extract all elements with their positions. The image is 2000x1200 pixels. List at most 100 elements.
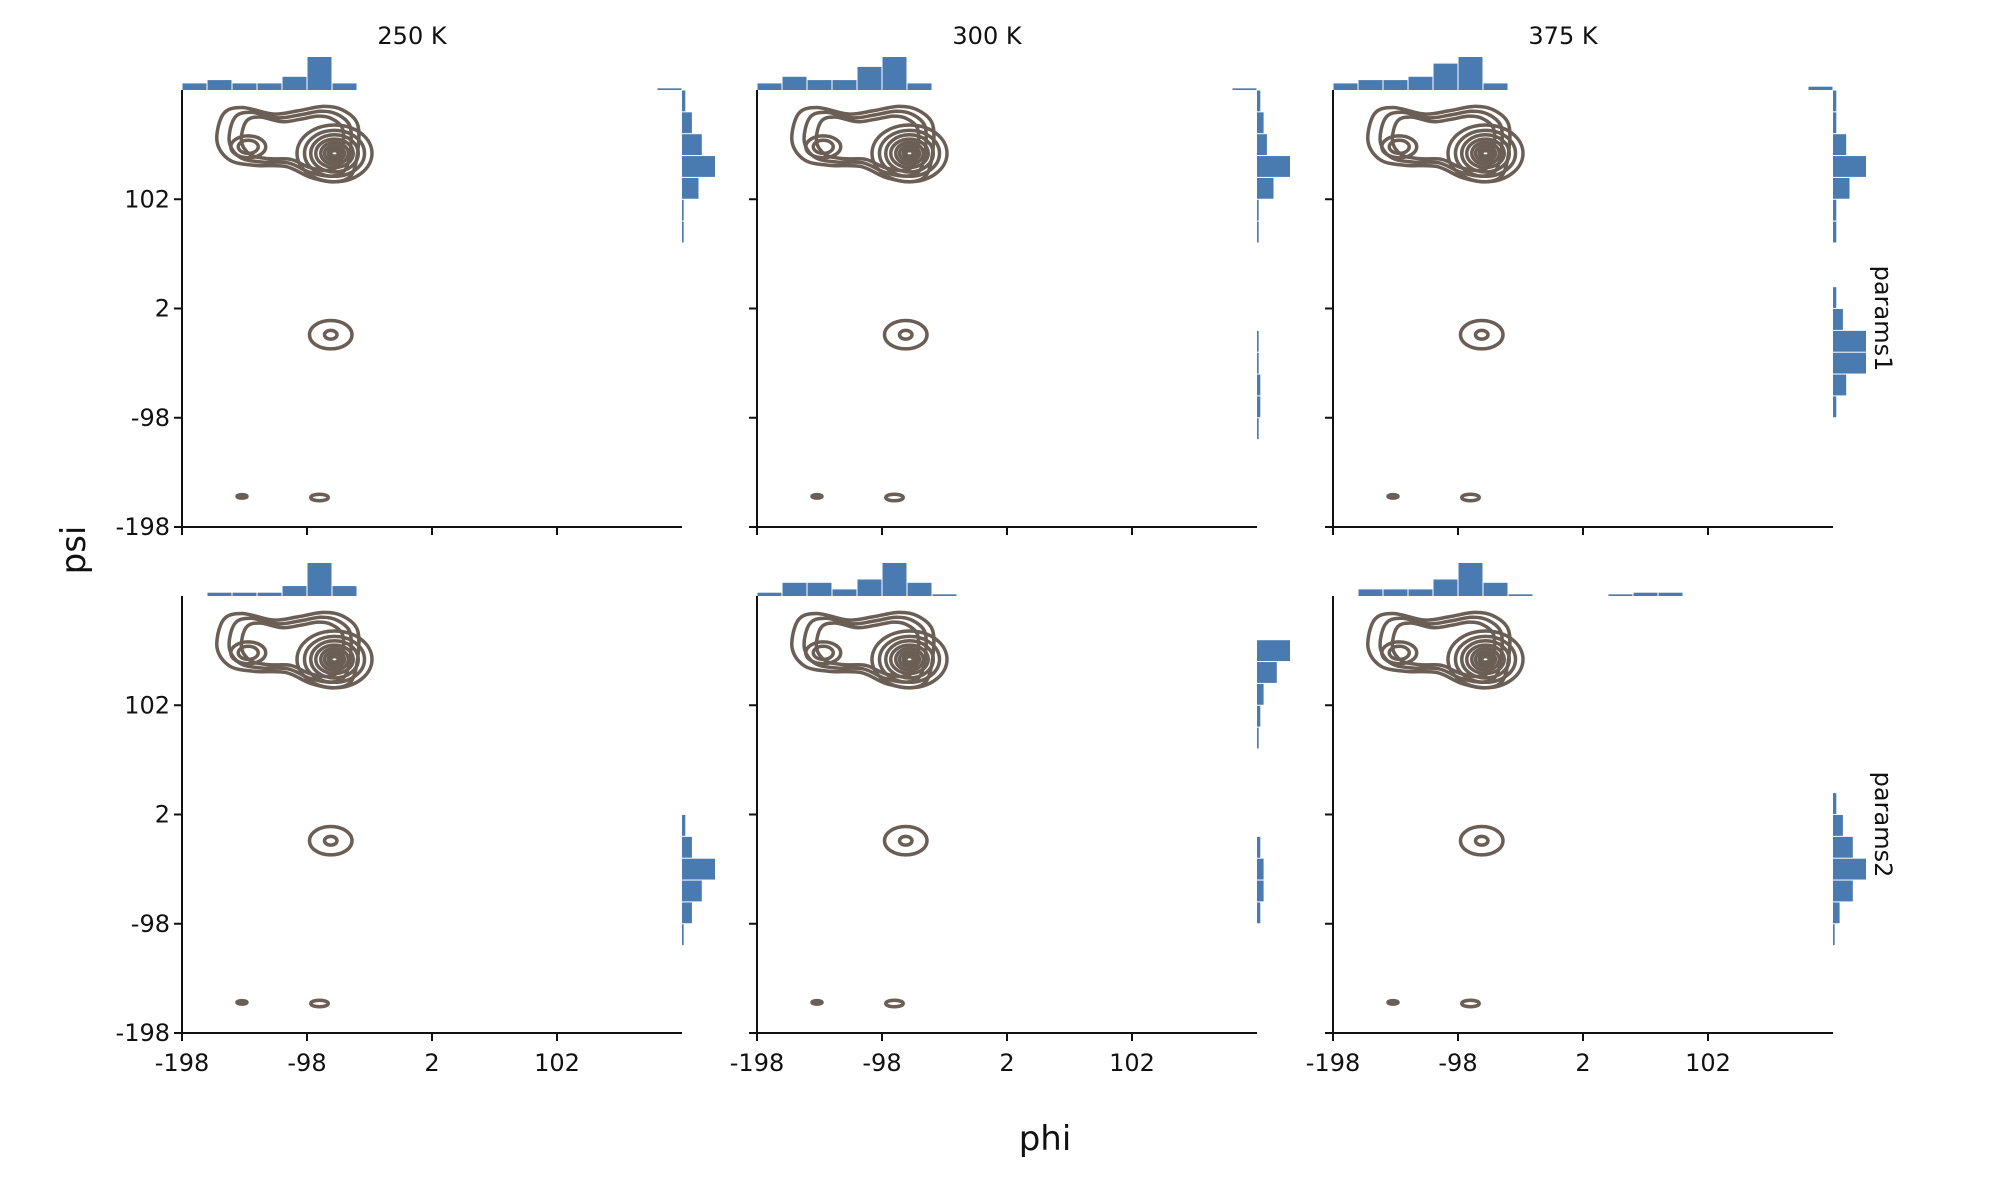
contour-ppii-1 bbox=[1446, 123, 1525, 184]
right-hist-bar bbox=[1833, 352, 1866, 374]
top-hist-bar bbox=[832, 589, 857, 596]
right-hist-bar bbox=[1257, 880, 1264, 902]
top-hist-bar bbox=[1433, 579, 1458, 596]
contour-ppii-2 bbox=[302, 128, 367, 178]
contour-minor-1 bbox=[810, 998, 824, 1006]
contour-ppii-5 bbox=[1469, 140, 1502, 167]
contour-minor-1 bbox=[1386, 998, 1400, 1006]
y-tick-label: 2 bbox=[155, 801, 170, 829]
contour-alpha-1 bbox=[1458, 824, 1505, 857]
contour-alpha-2 bbox=[322, 834, 339, 847]
right-hist-bar bbox=[1257, 112, 1264, 134]
contour-ppii-2 bbox=[877, 128, 942, 178]
contour-ppii-4 bbox=[1464, 137, 1507, 170]
contour-beta-2 bbox=[236, 644, 261, 662]
y-tick-label: -98 bbox=[131, 404, 170, 432]
right-hist-bar bbox=[682, 177, 699, 199]
right-hist-bar bbox=[1257, 352, 1259, 374]
right-hist-bar bbox=[1257, 662, 1277, 683]
right-hist-bar bbox=[1833, 793, 1837, 814]
contour-beta-1 bbox=[228, 640, 268, 666]
right-hist-bar bbox=[1257, 374, 1261, 396]
right-hist-bar bbox=[682, 156, 715, 177]
x-tick-label: -98 bbox=[1438, 1049, 1477, 1077]
column-title: 300 K bbox=[952, 22, 1022, 50]
contour-minor-2 bbox=[308, 998, 331, 1009]
right-hist-bar bbox=[1257, 640, 1290, 662]
contour-ppii-6 bbox=[897, 143, 922, 163]
contour-ppii-8 bbox=[903, 148, 916, 158]
contour-ppii-7 bbox=[326, 146, 343, 161]
top-hist-bar bbox=[332, 586, 357, 596]
panel-container: -198 -98 2 102 250 K 300 K 375 K params1 -198 -98… bbox=[116, 22, 1897, 1077]
right-hist-bar bbox=[682, 858, 715, 880]
y-tick-label: -98 bbox=[131, 910, 170, 938]
contour-minor-1 bbox=[810, 492, 824, 500]
contour-ppii-7 bbox=[1477, 652, 1494, 667]
panel-params2-0: -198 -98 2 102 -198 -98 2 102 bbox=[116, 563, 715, 1077]
right-hist-bar bbox=[1833, 90, 1837, 112]
top-hist-bar bbox=[882, 563, 907, 596]
contour-ppii-5 bbox=[1469, 646, 1502, 673]
x-axis-title: phi bbox=[1019, 1119, 1072, 1159]
top-hist-bar bbox=[757, 83, 782, 90]
contour-beta-2 bbox=[1387, 644, 1412, 662]
contour-ppii-6 bbox=[1473, 649, 1498, 669]
right-hist-bar bbox=[1833, 374, 1847, 396]
top-hist-bar bbox=[232, 83, 257, 90]
right-hist-bar bbox=[1833, 815, 1843, 836]
contour-minor-2 bbox=[883, 998, 906, 1009]
right-hist-bar bbox=[1257, 683, 1264, 705]
right-hist-bar bbox=[1257, 221, 1259, 243]
right-hist-bar bbox=[682, 924, 684, 946]
right-hist-bar bbox=[682, 902, 692, 924]
x-tick-label: 102 bbox=[1685, 1049, 1731, 1077]
right-hist-bar bbox=[1257, 418, 1259, 440]
contour-ppii-3 bbox=[1459, 639, 1512, 680]
contour-outer-2 bbox=[1378, 615, 1505, 684]
contour-ppii-4 bbox=[888, 137, 931, 170]
x-tick-label: 102 bbox=[534, 1049, 580, 1077]
contour-ppii-3 bbox=[883, 133, 936, 174]
contour-ppii-2 bbox=[1453, 128, 1518, 178]
right-hist-bar bbox=[1833, 880, 1853, 902]
contour-outer-2 bbox=[1378, 109, 1505, 178]
contour-ppii-7 bbox=[901, 146, 918, 161]
panel-params2-1: -198 -98 2 102 bbox=[730, 563, 1290, 1077]
contour-beta-1 bbox=[803, 640, 843, 666]
top-hist-bar bbox=[1408, 76, 1433, 90]
right-hist-bar bbox=[682, 815, 686, 836]
contour-beta-1 bbox=[803, 134, 843, 160]
column-title: 375 K bbox=[1528, 22, 1598, 50]
top-hist-bar bbox=[1658, 592, 1683, 596]
contour-ppii-5 bbox=[318, 646, 351, 673]
x-tick-label: -98 bbox=[287, 1049, 326, 1077]
right-hist-bar bbox=[1257, 156, 1290, 177]
right-hist-bar bbox=[1257, 396, 1261, 418]
top-hist-bar bbox=[832, 80, 857, 90]
top-hist-bar bbox=[757, 592, 782, 596]
contour-minor-2 bbox=[883, 492, 906, 503]
top-hist-bar bbox=[1808, 86, 1833, 90]
right-hist-bar bbox=[1833, 309, 1843, 330]
top-hist-bar bbox=[807, 582, 832, 596]
contour-alpha-2 bbox=[322, 328, 339, 341]
contour-ppii-8 bbox=[1479, 654, 1492, 664]
top-hist-bar bbox=[1458, 563, 1483, 596]
contour-beta-1 bbox=[228, 134, 268, 160]
panel-params2-2: -198 -98 2 102 params2 bbox=[1306, 563, 1897, 1077]
right-hist-bar bbox=[1833, 134, 1847, 156]
top-hist-bar bbox=[207, 80, 232, 90]
contour-alpha-1 bbox=[307, 824, 354, 857]
contour-alpha-1 bbox=[882, 824, 929, 857]
contour-minor-1 bbox=[1386, 492, 1400, 500]
top-hist-bar bbox=[332, 83, 357, 90]
column-title: 250 K bbox=[377, 22, 447, 50]
right-hist-bar bbox=[682, 221, 684, 243]
top-hist-bar bbox=[1508, 594, 1533, 596]
contour-minor-1 bbox=[235, 998, 249, 1006]
contour-ppii-3 bbox=[883, 639, 936, 680]
top-hist-bar bbox=[1483, 582, 1508, 596]
contour-ppii-8 bbox=[1479, 148, 1492, 158]
